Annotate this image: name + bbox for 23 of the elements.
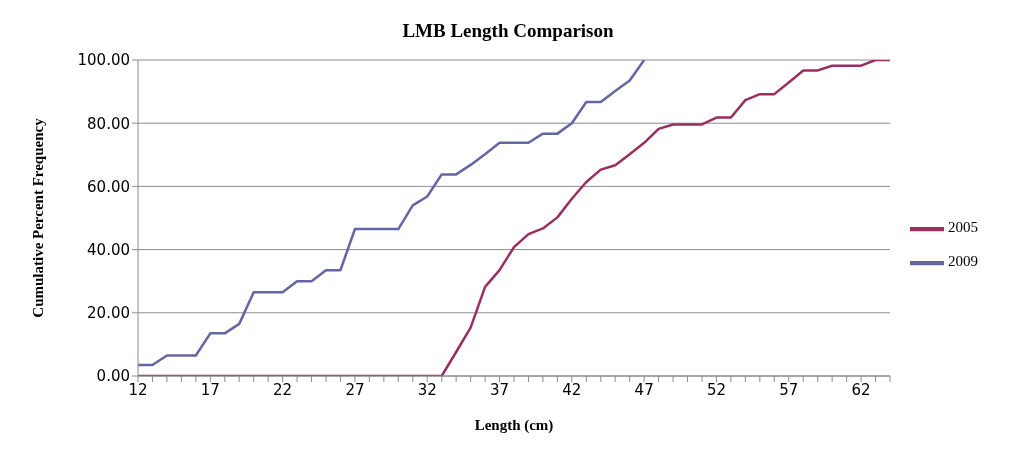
y-tick-label: 60.00: [87, 177, 130, 196]
legend-label: 2009: [948, 253, 978, 270]
x-tick-label: 22: [273, 380, 293, 399]
x-tick-label: 52: [706, 380, 727, 399]
x-tick-label: 32: [417, 380, 437, 399]
x-tick-label: 17: [200, 380, 220, 399]
x-tick-label: 42: [562, 380, 582, 399]
y-tick-label: 0.00: [96, 367, 130, 386]
x-tick-label: 47: [634, 380, 654, 399]
x-tick-label: 62: [851, 380, 871, 399]
y-tick-label: 20.00: [87, 304, 130, 323]
y-tick-label: 100.00: [77, 51, 130, 70]
y-axis-title: Cumulative Percent Frequency: [30, 117, 47, 318]
x-axis-title: Length (cm): [474, 417, 554, 434]
y-tick-label: 80.00: [87, 114, 130, 133]
x-tick-label: 12: [128, 380, 148, 399]
x-tick-label: 37: [489, 380, 510, 399]
chart-title: LMB Length Comparison: [401, 20, 615, 43]
y-tick-label: 40.00: [87, 240, 130, 259]
x-tick-label: 57: [779, 380, 799, 399]
x-tick-label: 27: [345, 380, 365, 399]
legend-label: 2005: [948, 219, 978, 236]
line-series: [136, 60, 646, 367]
